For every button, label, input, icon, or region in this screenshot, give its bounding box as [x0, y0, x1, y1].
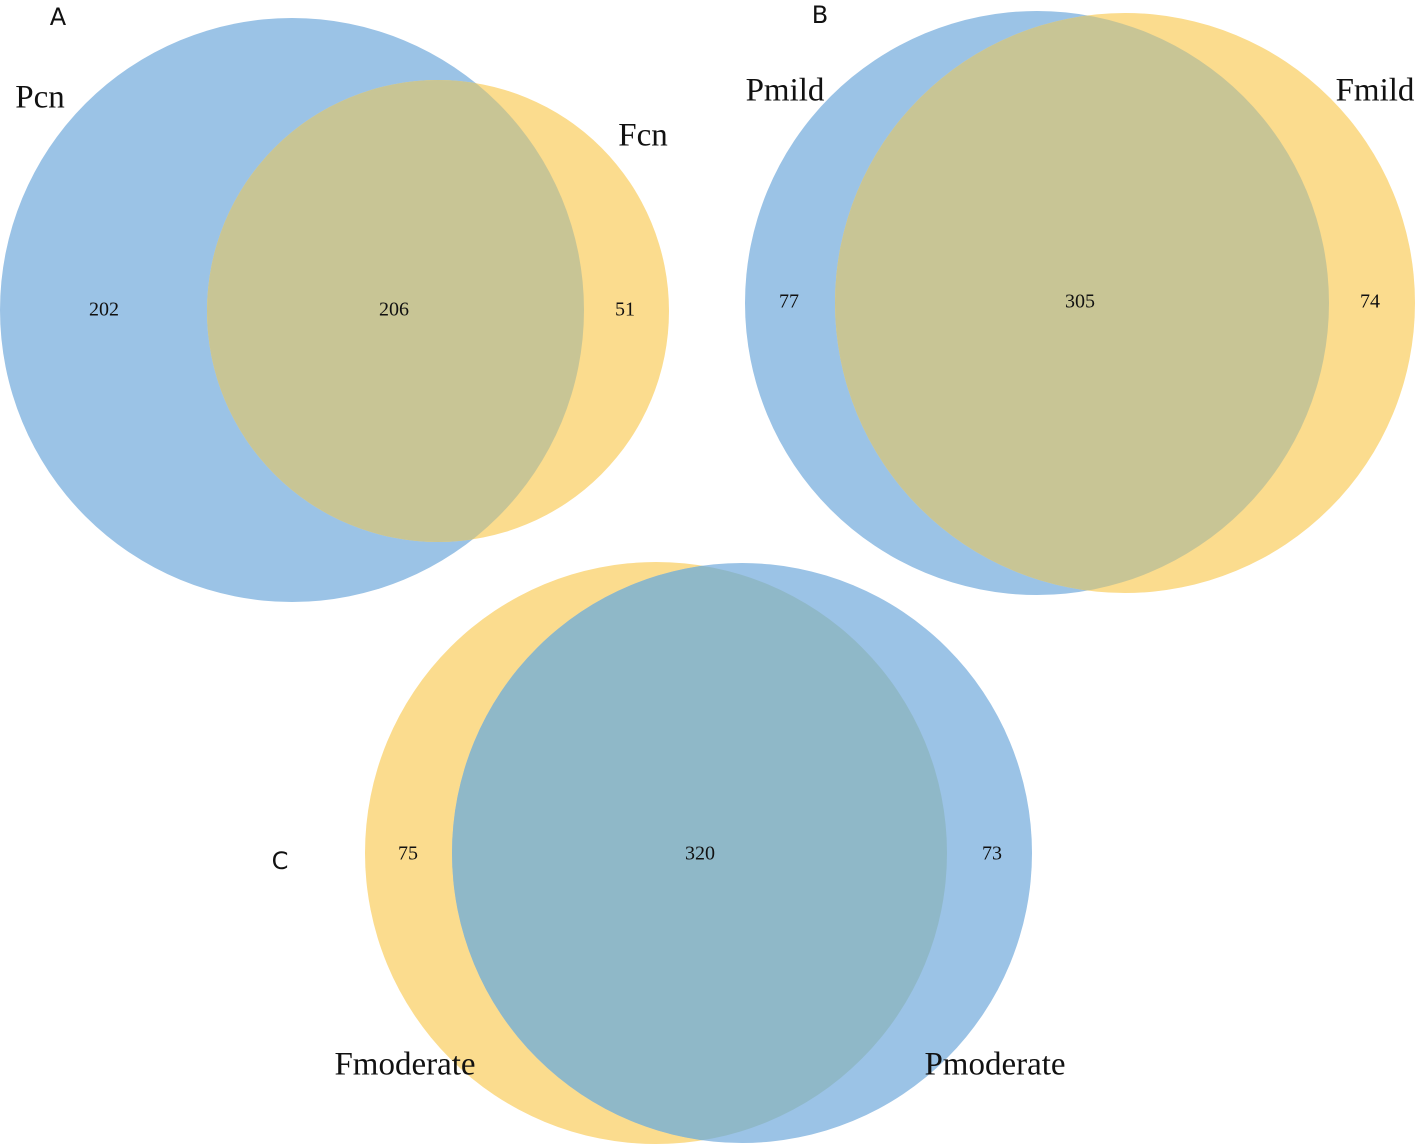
set-label: Pmoderate: [924, 1047, 1065, 1083]
count: 77: [779, 291, 799, 313]
count: 305: [1065, 291, 1095, 313]
set-label: Fmild: [1336, 73, 1415, 109]
set-label: Pmild: [746, 73, 825, 109]
count: 320: [685, 843, 715, 865]
set-label: Pcn: [15, 80, 65, 116]
count: 75: [398, 843, 418, 865]
panel-c: C Fmoderate Pmoderate 75 320 73: [272, 562, 1066, 1144]
panel-b: B Pmild Fmild 77 305 74: [745, 1, 1415, 595]
count: 51: [615, 299, 635, 321]
panel-letter: A: [50, 3, 67, 31]
set-label: Fcn: [618, 118, 668, 154]
set-label: Fmoderate: [334, 1047, 475, 1083]
overlap: [835, 13, 1329, 593]
overlap: [207, 80, 584, 542]
panel-a: A Pcn Fcn 202 206 51: [0, 3, 669, 602]
count: 74: [1360, 291, 1380, 313]
count: 206: [379, 299, 409, 321]
panel-letter: C: [272, 847, 289, 875]
count: 202: [89, 299, 119, 321]
panel-letter: B: [812, 1, 828, 29]
overlap: [452, 563, 947, 1143]
count: 73: [982, 843, 1002, 865]
